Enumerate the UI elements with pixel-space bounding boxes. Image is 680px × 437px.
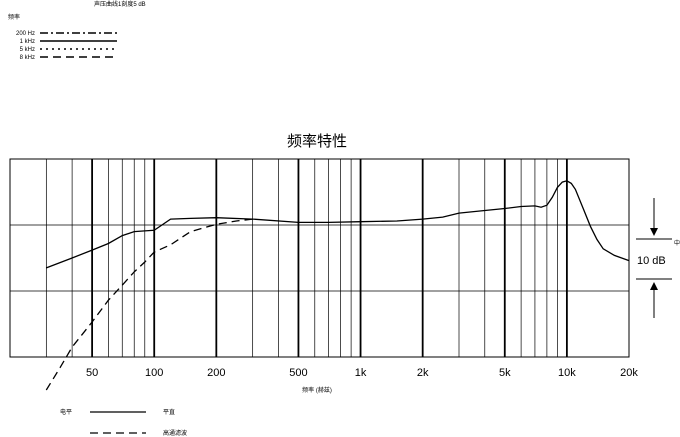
- x-tick-label: 10k: [558, 367, 576, 379]
- polar-legend-items: 200 Hz 1 kHz 5 kHz 8 kHz: [16, 31, 117, 61]
- plot-frame: [9, 158, 630, 358]
- polar-legend-label: 1 kHz: [20, 39, 35, 45]
- polar-legend-label: 8 kHz: [20, 55, 35, 61]
- response-legend-label: 平直: [163, 408, 175, 416]
- x-tick-label: 5k: [499, 367, 511, 379]
- curves: [45, 180, 630, 391]
- polar-legend-label: 200 Hz: [16, 31, 35, 37]
- chart-title: 频率特性: [287, 133, 347, 150]
- scale-marker: 10 dB 中: [636, 198, 680, 318]
- response-legend-label: 高通滤波: [163, 429, 187, 437]
- polar-legend-header: 声压曲线1刻度5 dB: [94, 0, 146, 8]
- series-line-solid: [46, 180, 630, 269]
- scale-side-text: 中: [674, 239, 680, 247]
- plot-area: 50 100 200 500 1k 2k 5k 10k 20k: [9, 158, 638, 391]
- series-line-dashed: [45, 218, 253, 391]
- x-tick-label: 500: [289, 367, 307, 379]
- x-tick-label: 100: [145, 367, 163, 379]
- x-tick-label: 50: [86, 367, 98, 379]
- x-tick-labels: 50 100 200 500 1k 2k 5k 10k 20k: [86, 367, 638, 379]
- polar-frequency-label: 频率: [8, 13, 20, 21]
- polar-legend-label: 5 kHz: [20, 47, 35, 53]
- x-axis-label: 频率 (赫兹): [302, 386, 332, 394]
- scale-arrowhead-down: [650, 228, 658, 236]
- scale-label: 10 dB: [637, 255, 666, 267]
- level-label: 电平: [60, 408, 72, 416]
- x-tick-label: 1k: [355, 367, 367, 379]
- grid: [10, 159, 629, 357]
- x-tick-label: 20k: [620, 367, 638, 379]
- x-tick-label: 200: [207, 367, 225, 379]
- polar-legend: 声压曲线1刻度5 dB 频率 200 Hz 1 kHz 5 kHz 8 kHz: [8, 0, 146, 61]
- x-tick-label: 2k: [417, 367, 429, 379]
